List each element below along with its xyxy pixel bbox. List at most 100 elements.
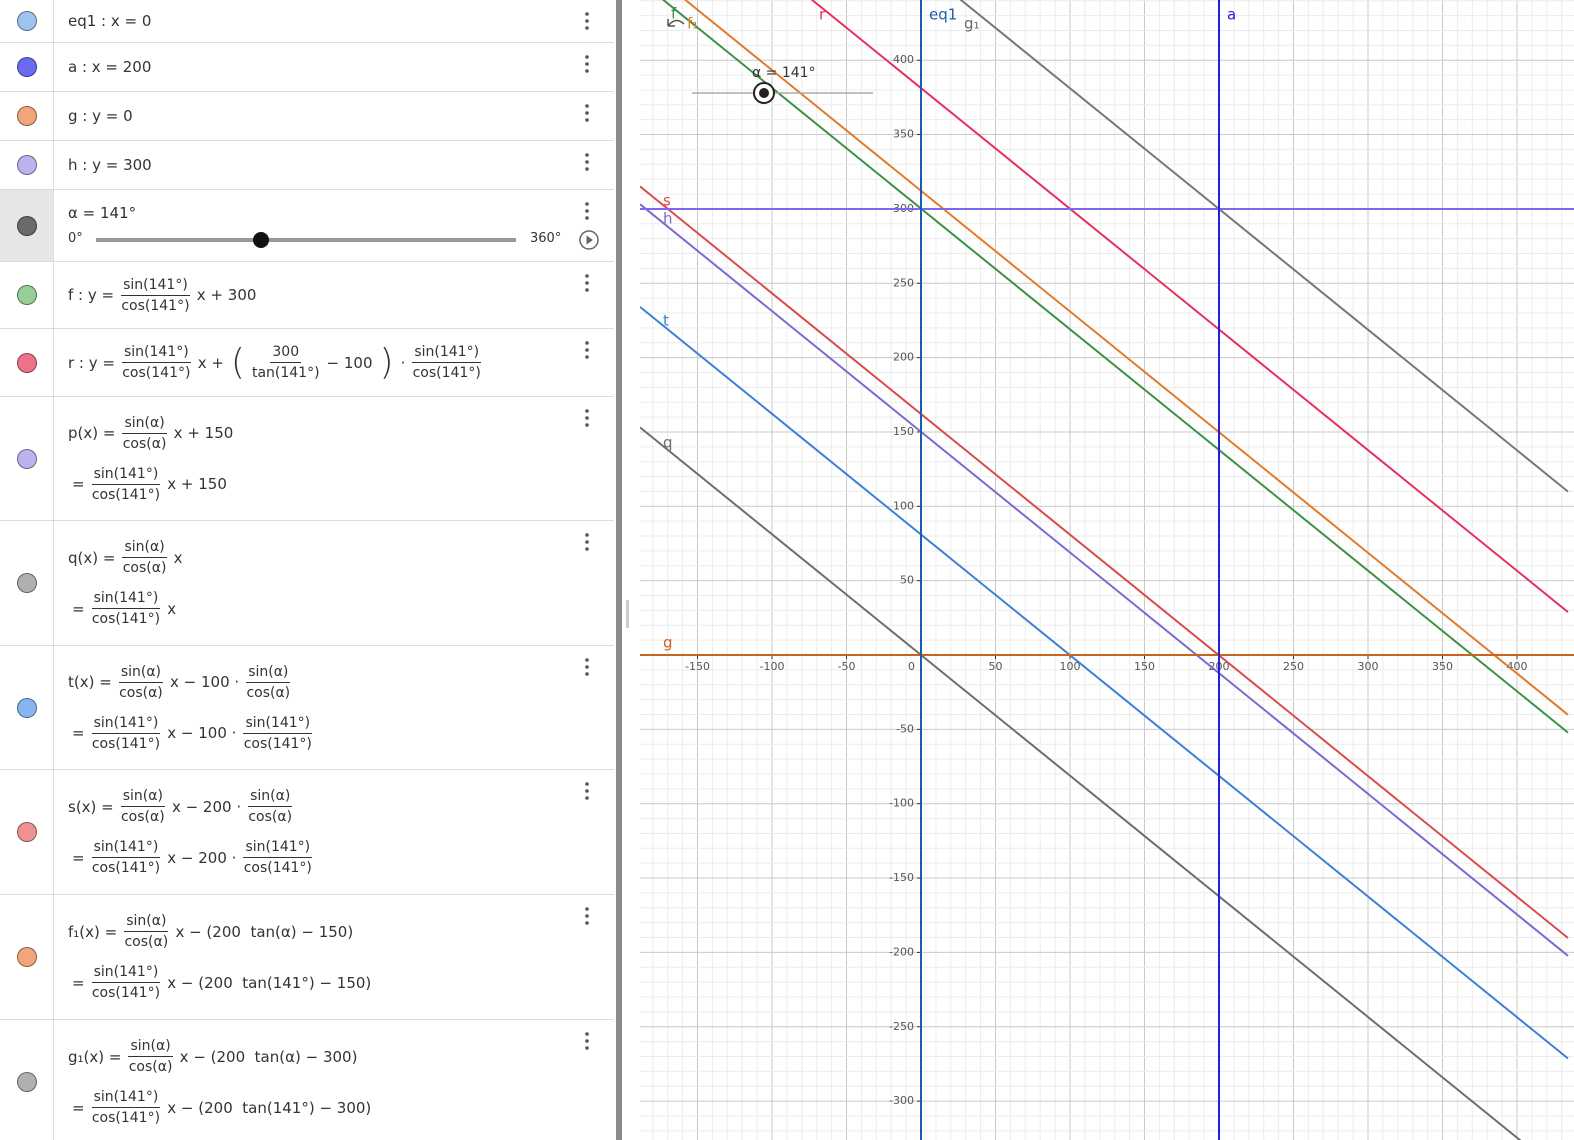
algebra-item[interactable]: s(x) = sin(α) cos(α) x − 200 · sin(α) cos(α) =… [0, 770, 614, 895]
fraction: sin(141°) cos(141°) [91, 588, 161, 629]
algebra-item[interactable]: p(x) = sin(α) cos(α) x + 150 = sin(141°) cos(1… [0, 397, 614, 521]
visibility-toggle[interactable] [16, 57, 37, 77]
algebra-item[interactable]: f₁(x) = sin(α) cos(α) x − (200 tan(α) − 150… [0, 895, 614, 1020]
visibility-toggle[interactable] [16, 155, 37, 175]
algebra-item[interactable]: h : y = 300 [0, 141, 614, 190]
algebra-content: s(x) = sin(α) cos(α) x − 200 · sin(α) cos(α) =… [54, 770, 614, 894]
menu-dot [585, 281, 589, 285]
visibility-toggle[interactable] [16, 448, 37, 469]
menu-button[interactable] [584, 409, 590, 427]
formula-line: s(x) = sin(α) cos(α) x − 200 · sin(α) cos(α) [68, 786, 614, 827]
menu-button[interactable] [584, 341, 590, 359]
formula-text: x + 300 [196, 286, 257, 304]
algebra-item[interactable]: q(x) = sin(α) cos(α) x = sin(141°) cos(141°) x [0, 521, 614, 646]
menu-button[interactable] [584, 153, 590, 171]
visibility-cell [0, 141, 54, 189]
drag-handle[interactable] [626, 600, 629, 628]
line-s[interactable] [640, 185, 1569, 939]
y-tick-label: 400 [893, 53, 914, 66]
visibility-toggle[interactable] [16, 947, 37, 967]
undo-icon[interactable] [667, 19, 685, 27]
scrollbar[interactable] [616, 0, 622, 1140]
slider-track[interactable] [96, 238, 516, 242]
label-q: q [663, 434, 673, 452]
visibility-toggle[interactable] [16, 697, 37, 718]
visibility-toggle[interactable] [16, 106, 37, 126]
menu-button[interactable] [584, 55, 590, 73]
menu-dot [585, 789, 589, 793]
menu-button[interactable] [584, 12, 590, 30]
splitter[interactable] [614, 0, 640, 1140]
visibility-toggle[interactable] [16, 215, 37, 236]
play-circle [579, 230, 599, 250]
menu-button[interactable] [584, 907, 590, 925]
formula-text: = [72, 724, 85, 742]
menu-dot [585, 55, 589, 59]
formula-text: x − (200 tan(141°) − 300) [167, 1098, 372, 1117]
visibility-cell [0, 190, 54, 261]
menu-button[interactable] [584, 1032, 590, 1050]
x-tick-label: 0 [908, 660, 915, 673]
menu-button[interactable] [584, 782, 590, 800]
formula-line: eq1 : x = 0 [68, 12, 614, 30]
menu-button[interactable] [584, 202, 590, 220]
y-tick-label: -250 [889, 1020, 914, 1033]
parenthesis: ) [379, 341, 394, 383]
numerator: sin(α) [122, 413, 167, 434]
formula-text: q(x) = [68, 548, 116, 567]
y-tick-label: -150 [889, 871, 914, 884]
algebra-item[interactable]: a : x = 200 [0, 43, 614, 92]
y-tick-label: -200 [889, 945, 914, 958]
numerator: sin(141°) [412, 342, 482, 363]
denominator: cos(α) [122, 560, 167, 576]
formula-line: α = 141° [68, 204, 614, 222]
play-button[interactable] [578, 229, 600, 251]
label-r: r [819, 6, 826, 24]
line-g1[interactable] [640, 0, 1569, 493]
line-r[interactable] [640, 0, 1569, 613]
label-f1: f₁ [687, 15, 698, 33]
visibility-toggle[interactable] [16, 285, 37, 305]
line-q[interactable] [640, 426, 1568, 1140]
algebra-item[interactable]: g₁(x) = sin(α) cos(α) x − (200 tan(α) − 300… [0, 1020, 614, 1140]
formula-text: x − 200 · [171, 797, 242, 816]
visibility-toggle[interactable] [16, 573, 37, 593]
visibility-toggle[interactable] [16, 352, 37, 373]
slider-max: 360° [530, 231, 562, 246]
x-tick-label: 350 [1432, 660, 1453, 673]
slider[interactable]: 0° 360° [68, 228, 599, 252]
menu-dot [585, 202, 589, 206]
numerator: sin(141°) [91, 464, 161, 485]
fraction: sin(141°) cos(141°) [91, 713, 161, 754]
menu-dot [585, 658, 589, 662]
line-t[interactable] [640, 306, 1569, 1060]
menu-button[interactable] [584, 104, 590, 122]
menu-button[interactable] [584, 533, 590, 551]
line-f1[interactable] [640, 0, 1569, 716]
algebra-item[interactable]: f : y = sin(141°) cos(141°) x + 300 [0, 262, 614, 329]
line-p[interactable] [640, 203, 1569, 957]
menu-button[interactable] [584, 658, 590, 676]
menu-dot [585, 167, 589, 171]
y-tick-label: -50 [896, 722, 914, 735]
menu-dot [585, 547, 589, 551]
menu-button[interactable] [584, 274, 590, 292]
visibility-toggle[interactable] [16, 1072, 37, 1092]
numerator: sin(141°) [243, 713, 313, 734]
x-tick-label: 100 [1060, 660, 1081, 673]
denominator: cos(141°) [91, 611, 161, 627]
algebra-item[interactable]: t(x) = sin(α) cos(α) x − 100 · sin(α) cos(α) =… [0, 646, 614, 770]
slider-knob[interactable] [252, 232, 269, 248]
menu-dot [585, 209, 589, 213]
algebra-item[interactable]: α = 141° 0° 360° [0, 190, 614, 262]
visibility-toggle[interactable] [16, 822, 37, 842]
numerator: sin(141°) [91, 962, 161, 983]
algebra-item[interactable]: g : y = 0 [0, 92, 614, 141]
visibility-toggle[interactable] [16, 11, 37, 31]
algebra-item[interactable]: r : y = sin(141°) cos(141°) x + (300 tan(141°… [0, 329, 614, 397]
algebra-item[interactable]: eq1 : x = 0 [0, 0, 614, 43]
y-tick-label: 200 [893, 351, 914, 364]
numerator: sin(141°) [91, 713, 161, 734]
line-f[interactable] [640, 0, 1569, 734]
